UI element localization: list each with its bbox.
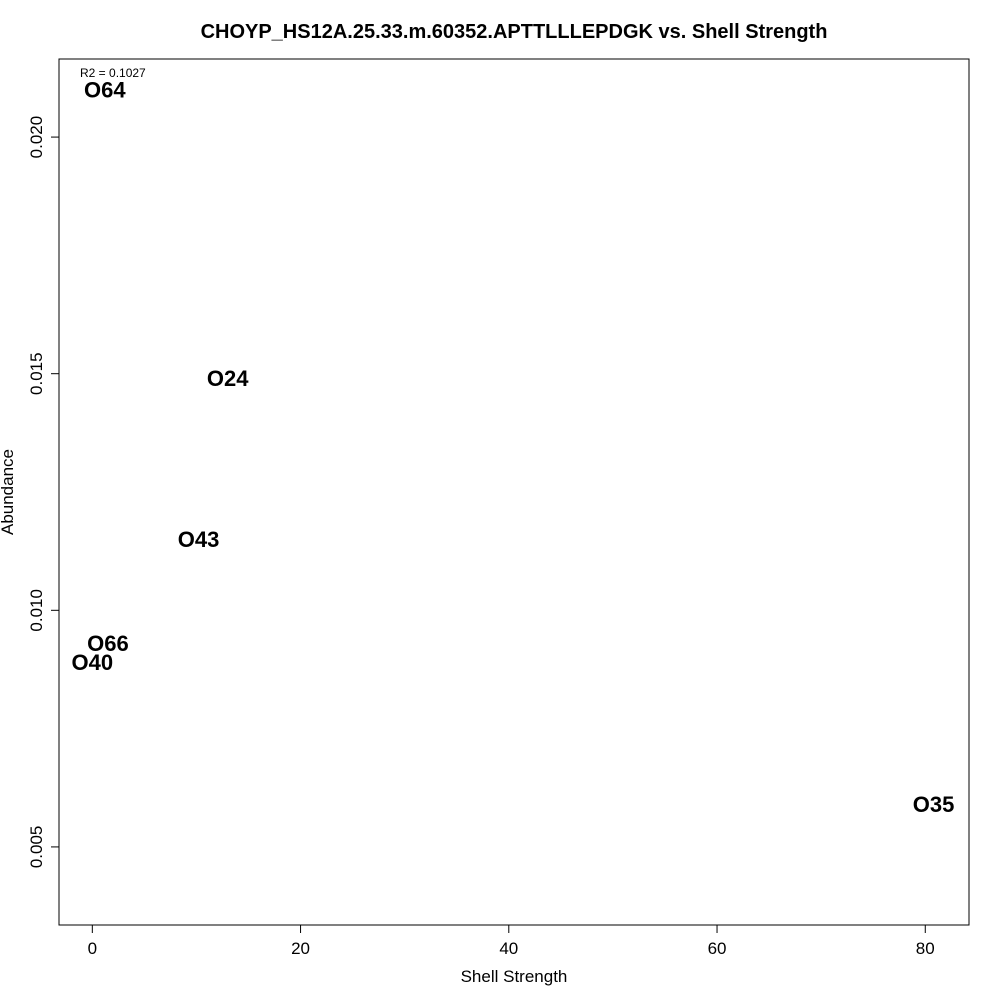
x-tick-label: 80 xyxy=(916,939,935,958)
y-tick-label: 0.015 xyxy=(27,352,46,395)
point-label-o43: O43 xyxy=(178,527,220,552)
point-label-o24: O24 xyxy=(207,366,249,391)
point-label-o35: O35 xyxy=(913,792,955,817)
x-axis: 0 20 40 60 80 xyxy=(88,924,935,958)
x-tick-label: 20 xyxy=(291,939,310,958)
point-label-o64: O64 xyxy=(84,77,126,102)
y-axis-label: Abundance xyxy=(0,449,17,535)
plot-frame xyxy=(58,58,970,926)
x-tick-label: 0 xyxy=(88,939,97,958)
x-axis-label: Shell Strength xyxy=(461,967,568,986)
y-tick-label: 0.005 xyxy=(27,826,46,869)
chart-title: CHOYP_HS12A.25.33.m.60352.APTTLLLEPDGK v… xyxy=(201,21,828,43)
y-tick-label: 0.020 xyxy=(27,116,46,159)
r2-annotation: R2 = 0.1027 xyxy=(80,66,146,80)
x-tick-label: 60 xyxy=(708,939,727,958)
point-label-o66: O66 xyxy=(87,631,129,656)
x-tick-label: 40 xyxy=(499,939,518,958)
y-tick-label: 0.010 xyxy=(27,589,46,632)
y-axis: 0.005 0.010 0.015 0.020 xyxy=(27,116,60,869)
point-label-o40: O40 xyxy=(72,650,114,675)
